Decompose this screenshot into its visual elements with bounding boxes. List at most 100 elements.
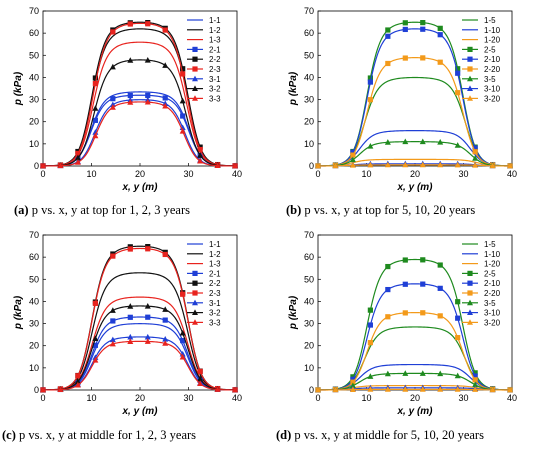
data-point-3-5 — [402, 370, 409, 376]
data-point-3-5 — [349, 156, 356, 163]
series-line-3-2 — [42, 59, 238, 167]
data-point-3-2 — [127, 57, 134, 63]
data-point-3-3 — [197, 157, 204, 164]
legend-marker-2-2 — [192, 280, 198, 286]
caption-c: (c) p vs. x, y at middle for 1, 2, 3 yea… — [2, 428, 196, 443]
legend-marker-2-5 — [467, 270, 473, 276]
data-point-2-1 — [92, 117, 98, 123]
panel-b: 0 10 20 30 40 50 60 70 0 10 20 30 40 x, y (m) p (kPa) 1… — [288, 6, 517, 193]
data-point-2-3 — [75, 373, 81, 379]
data-point-2-1 — [180, 113, 186, 119]
x-tick-label: 30 — [183, 393, 193, 403]
data-point-3-3 — [214, 386, 221, 392]
caption-b-text: p vs. x, y at top for 5, 10, 20 years — [304, 203, 476, 217]
data-point-2-3 — [197, 146, 203, 153]
data-point-3-20 — [367, 161, 374, 168]
data-point-2-3 — [180, 291, 186, 297]
data-point-2-3 — [110, 253, 116, 259]
data-point-3-2 — [74, 154, 81, 161]
data-point-2-3 — [180, 71, 186, 77]
data-point-2-10 — [472, 373, 478, 379]
data-point-3-3 — [92, 357, 99, 363]
series-line-2-1 — [42, 316, 238, 391]
legend-marker-3-20 — [467, 319, 473, 325]
legend-a: 1-11-21-32-12-22-33-13-23-3 — [187, 16, 221, 103]
x-tick-label: 10 — [86, 393, 96, 403]
data-point-3-3 — [109, 104, 116, 110]
data-point-2-5 — [455, 66, 461, 72]
data-point-2-1 — [180, 338, 186, 344]
data-point-3-20 — [384, 161, 391, 168]
caption-d: (d) p vs. x, y at middle for 5, 10, 20 y… — [276, 428, 484, 443]
data-point-2-10 — [385, 33, 391, 39]
series-1-5 — [317, 76, 513, 167]
y-tick-label: 30 — [29, 319, 39, 329]
y-tick-label: 50 — [304, 50, 314, 60]
data-point-2-1 — [162, 317, 168, 323]
data-point-3-20 — [419, 161, 426, 168]
data-point-3-20 — [419, 386, 426, 392]
data-point-3-20 — [472, 161, 479, 168]
y-tick-label: 40 — [29, 296, 39, 306]
data-point-2-1 — [110, 318, 116, 324]
legend-label-3-2: 3-2 — [209, 309, 221, 318]
legend-marker-3-20 — [467, 95, 473, 101]
data-point-3-2 — [74, 378, 81, 384]
data-point-3-5 — [454, 142, 461, 148]
data-point-2-5 — [420, 257, 426, 263]
legend-label-3-10: 3-10 — [484, 309, 501, 318]
series-line-3-3 — [43, 340, 237, 391]
data-point-3-5 — [419, 370, 426, 376]
plot-frame-b — [317, 10, 513, 167]
data-point-2-1 — [127, 92, 133, 99]
data-point-3-2 — [92, 335, 99, 341]
legend-label-3-3: 3-3 — [209, 318, 221, 327]
legend-marker-3-2 — [192, 85, 198, 91]
legend-label-2-20: 2-20 — [484, 289, 501, 298]
series-line-2-2 — [42, 21, 238, 167]
caption-c-text: p vs. x, y at middle for 1, 2, 3 years — [19, 428, 197, 442]
y-tick-label: 30 — [29, 95, 39, 105]
panel-d: 0 10 20 30 40 50 60 70 0 10 20 30 40 x, y (m) p (kPa) 1… — [288, 230, 517, 417]
series-line-3-1 — [43, 336, 237, 391]
data-point-3-20 — [472, 386, 479, 392]
caption-c-letter: (c) — [2, 428, 16, 442]
data-point-3-20 — [349, 162, 356, 168]
x-axis-title: x, y (m) — [396, 406, 433, 417]
data-point-2-3 — [127, 21, 133, 27]
data-point-3-20 — [454, 386, 461, 392]
y-tick-label: 60 — [29, 28, 39, 38]
x-axis-title: x, y (m) — [396, 182, 433, 193]
series-3-3 — [40, 338, 239, 393]
data-point-2-5 — [402, 20, 408, 26]
y-tick-label: 10 — [304, 139, 314, 149]
legend-label-2-5: 2-5 — [484, 269, 496, 278]
legend-marker-3-3 — [192, 95, 198, 101]
legend-b: 1-51-101-202-52-102-203-53-103-20 — [462, 16, 501, 103]
panel-c: 0 10 20 30 40 50 60 70 0 10 20 30 40 x, y (m) p (kPa) 1… — [13, 230, 242, 417]
data-point-2-3 — [145, 246, 151, 252]
data-point-2-10 — [402, 26, 408, 33]
caption-a: (a) p vs. x, y at top for 1, 2, 3 years — [14, 203, 190, 218]
data-point-3-3 — [197, 380, 204, 387]
y-tick-label: 70 — [29, 230, 39, 240]
data-point-3-3 — [74, 159, 81, 165]
series-1-5 — [317, 326, 513, 391]
series-1-2 — [42, 272, 238, 391]
series-line-3-5 — [317, 141, 513, 167]
data-point-2-20 — [437, 59, 443, 65]
data-point-3-20 — [454, 161, 461, 168]
legend-label-1-20: 1-20 — [484, 36, 501, 45]
data-point-3-2 — [162, 62, 169, 68]
legend-label-2-2: 2-2 — [209, 279, 221, 288]
y-tick-label: 20 — [304, 341, 314, 351]
data-point-3-3 — [40, 162, 46, 169]
y-tick-label: 30 — [304, 319, 314, 329]
series-1-1 — [42, 91, 238, 167]
data-point-3-5 — [349, 382, 356, 389]
data-point-3-5 — [472, 155, 479, 161]
series-line-3-1 — [42, 99, 238, 167]
data-point-3-3 — [232, 162, 239, 169]
data-point-2-1 — [110, 96, 116, 102]
panel-a: 0 10 20 30 40 50 60 70 0 10 20 30 40 x, y (m) p (kPa) 1… — [13, 6, 242, 193]
